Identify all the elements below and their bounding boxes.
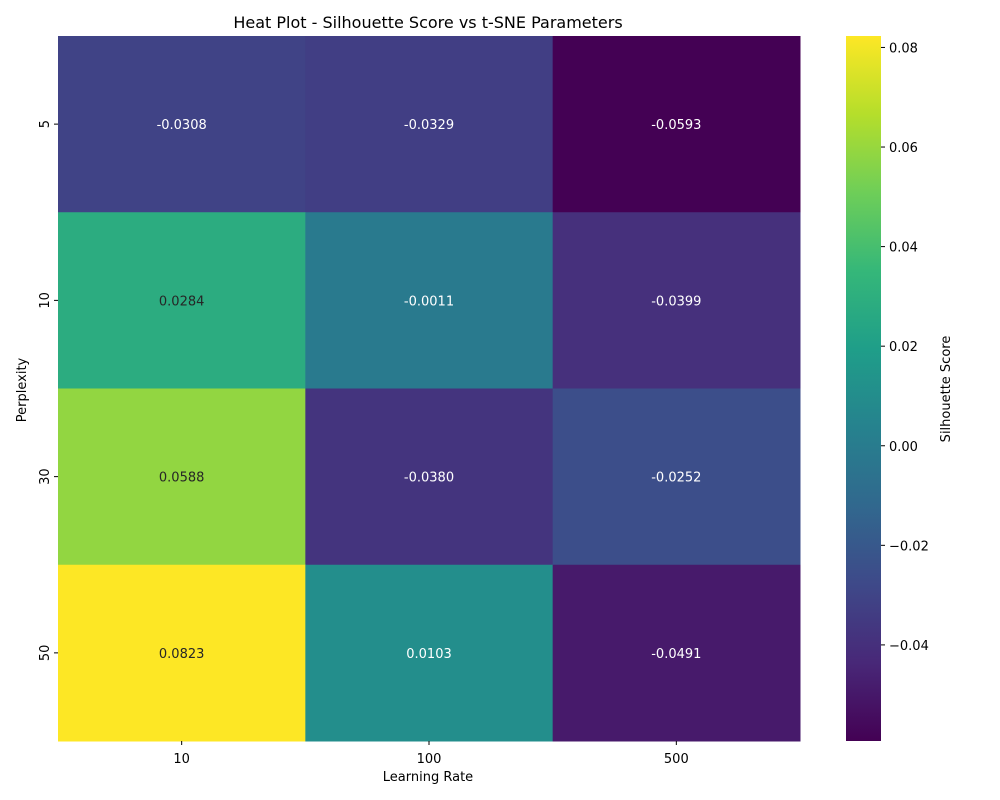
cell-value-label: -0.0308 <box>157 118 207 133</box>
y-tick-label: 5 <box>38 120 53 128</box>
colorbar-label: Silhouette Score <box>939 336 954 443</box>
y-axis-label: Perplexity <box>15 357 30 422</box>
colorbar-tick-label: −0.02 <box>889 539 929 554</box>
colorbar-tick-label: 0.06 <box>889 141 918 156</box>
heatmap-cell <box>58 388 306 566</box>
heatmap-cell <box>58 212 306 389</box>
heatmap-cell <box>305 212 554 389</box>
cell-value-label: -0.0329 <box>404 118 454 133</box>
colorbar-tick-label: −0.04 <box>889 639 929 654</box>
cell-value-label: -0.0011 <box>404 294 454 309</box>
y-tick-label: 50 <box>38 645 53 662</box>
chart-title: Heat Plot - Silhouette Score vs t-SNE Pa… <box>233 13 622 32</box>
cell-value-label: -0.0252 <box>651 471 701 486</box>
x-tick-label: 10 <box>173 752 190 767</box>
y-tick-label: 10 <box>38 292 53 309</box>
heatmap-cell <box>552 36 801 213</box>
cell-value-label: 0.0588 <box>159 471 205 486</box>
x-tick-label: 100 <box>417 752 442 767</box>
cell-value-label: 0.0823 <box>159 647 205 662</box>
x-axis-label: Learning Rate <box>383 770 473 785</box>
cell-value-label: -0.0399 <box>651 294 701 309</box>
heatmap-cell <box>58 564 306 742</box>
heatmap-cell <box>305 36 554 213</box>
heatmap-cell <box>552 212 801 389</box>
colorbar-tick-label: 0.04 <box>889 241 918 256</box>
cell-value-label: 0.0103 <box>406 647 452 662</box>
heatmap-cell <box>305 388 554 566</box>
y-tick-label: 30 <box>38 468 53 485</box>
cell-value-label: -0.0593 <box>651 118 701 133</box>
y-axis: 5 10 30 50 <box>38 120 58 661</box>
heatmap-cell-labels: -0.0308 -0.0329 -0.0593 0.0284 -0.0011 -0.039… <box>157 118 702 662</box>
colorbar <box>846 36 881 741</box>
x-axis: 10 100 500 <box>173 741 689 767</box>
heatmap-cell <box>552 564 801 742</box>
heatmap-cell <box>58 36 306 213</box>
cell-value-label: 0.0284 <box>159 294 205 309</box>
colorbar-tick-label: 0.02 <box>889 340 918 355</box>
cell-value-label: -0.0491 <box>651 647 701 662</box>
heatmap-cells <box>58 36 801 742</box>
heatmap-cell <box>305 564 554 742</box>
colorbar-tick-label: 0.08 <box>889 41 918 56</box>
x-tick-label: 500 <box>664 752 689 767</box>
colorbar-ticks: 0.08 0.06 0.04 0.02 0.00 −0.02 −0.04 <box>881 41 929 654</box>
cell-value-label: -0.0380 <box>404 471 454 486</box>
heatmap-cell <box>552 388 801 566</box>
colorbar-tick-label: 0.00 <box>889 440 918 455</box>
